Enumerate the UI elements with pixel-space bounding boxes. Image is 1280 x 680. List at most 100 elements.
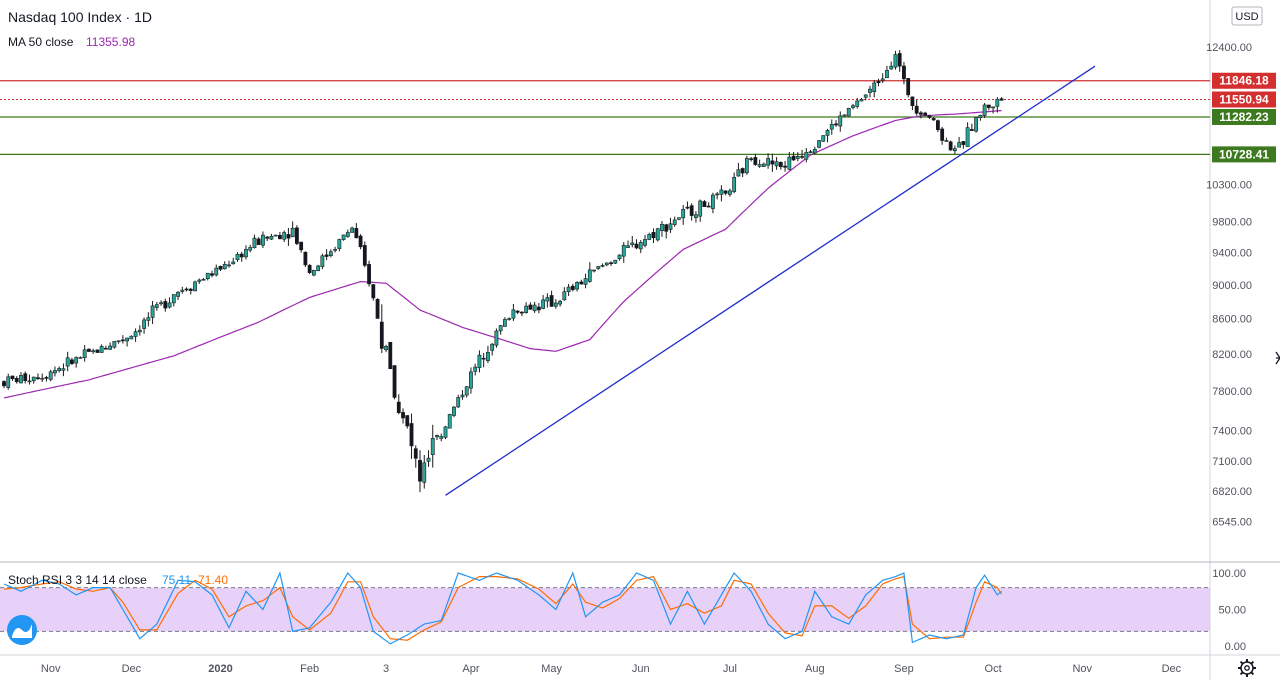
time-tick-label: May (541, 663, 562, 675)
candle-up (48, 371, 53, 380)
candle-down (10, 375, 15, 380)
currency-button[interactable] (1231, 6, 1263, 26)
candle-up (681, 208, 686, 219)
stoch-band (0, 587, 1210, 632)
candle-up (885, 69, 889, 79)
candle-down (783, 165, 787, 168)
candle-down (401, 412, 405, 419)
candle-up (171, 294, 176, 304)
candle-down (702, 201, 707, 208)
candle-up (575, 282, 579, 290)
time-tick-label: Dec (1162, 663, 1182, 675)
candle-up (808, 151, 813, 154)
candle-up (180, 289, 185, 292)
candle-up (112, 341, 117, 348)
ma-value: 11355.98 (86, 35, 135, 49)
scroll-handle-icon[interactable] (1275, 351, 1280, 365)
candle-down (706, 205, 711, 208)
candle-up (477, 354, 482, 368)
candle-down (528, 304, 533, 310)
candle-up (613, 259, 618, 264)
candle-down (36, 377, 40, 380)
candle-down (14, 377, 19, 383)
tradingview-logo-icon[interactable] (7, 615, 37, 645)
candle-up (456, 397, 461, 408)
time-tick-label: Jun (632, 663, 650, 675)
candle-up (982, 104, 987, 116)
candle-down (286, 234, 291, 239)
candle-up (545, 297, 550, 302)
candle-up (698, 200, 703, 217)
candle-down (392, 365, 397, 398)
candle-down (969, 129, 974, 131)
time-tick-label: Jul (723, 663, 737, 675)
candle-down (800, 156, 804, 158)
candle-up (804, 152, 809, 160)
candle-up (167, 302, 172, 308)
price-tick-label: 7100.00 (1212, 456, 1252, 468)
time-tick-label: Feb (300, 663, 319, 675)
trendline-path[interactable] (445, 65, 1096, 496)
time-axis-ticks: Nov Dec 2020 Feb 3 Apr May Jun Jul Aug Sep Oct Nov De… (41, 663, 1182, 675)
candle-up (78, 357, 83, 359)
candle-down (354, 228, 359, 239)
candle-down (388, 341, 393, 370)
candle-up (711, 194, 715, 209)
candle-up (439, 436, 444, 439)
candle-up (384, 346, 388, 351)
candle-up (732, 177, 737, 192)
candle-down (723, 190, 728, 194)
candle-up (244, 249, 248, 258)
candle-up (630, 242, 635, 246)
level-badge (1212, 146, 1276, 163)
candle-up (435, 435, 439, 438)
candle-up (846, 107, 851, 117)
candle-up (154, 304, 159, 308)
candle-down (791, 155, 796, 161)
candle-up (825, 130, 830, 136)
candle-up (511, 309, 516, 319)
candle-down (120, 339, 125, 342)
candle-down (413, 448, 418, 459)
candle-up (227, 264, 231, 267)
candle-up (604, 262, 609, 266)
candle-down (358, 235, 363, 248)
candle-down (256, 238, 261, 245)
candle-up (562, 291, 567, 301)
candle-up (727, 190, 732, 195)
trendline[interactable] (445, 65, 1096, 496)
candle-down (362, 245, 367, 266)
time-tick-label: Aug (805, 663, 825, 675)
candle-up (460, 394, 465, 398)
candle-up (553, 302, 558, 307)
candle-up (197, 279, 202, 282)
candle-down (95, 349, 100, 353)
time-tick-label: Dec (122, 663, 142, 675)
candle-up (757, 164, 762, 167)
candle-up (333, 249, 338, 251)
candle-down (579, 281, 584, 285)
candle-up (74, 357, 79, 364)
candle-down (375, 299, 380, 319)
candle-up (583, 278, 588, 285)
candle-up (443, 426, 448, 438)
candle-down (379, 321, 384, 349)
candle-down (396, 401, 401, 413)
stoch-label: Stoch RSI 3 3 14 14 close (8, 573, 147, 587)
candle-up (142, 319, 146, 329)
candle-up (176, 291, 180, 297)
candle-up (524, 305, 529, 313)
candle-up (672, 219, 677, 225)
settings-gear-icon[interactable] (1238, 659, 1256, 677)
candle-up (337, 239, 342, 249)
candle-up (125, 337, 130, 342)
candle-up (490, 343, 495, 351)
candle-up (952, 148, 957, 152)
price-pane[interactable] (0, 0, 1210, 562)
horizontal-levels[interactable] (0, 80, 1210, 155)
candle-up (995, 99, 1000, 107)
candle-up (61, 368, 66, 371)
candle-up (655, 228, 660, 241)
candle-down (371, 284, 376, 299)
